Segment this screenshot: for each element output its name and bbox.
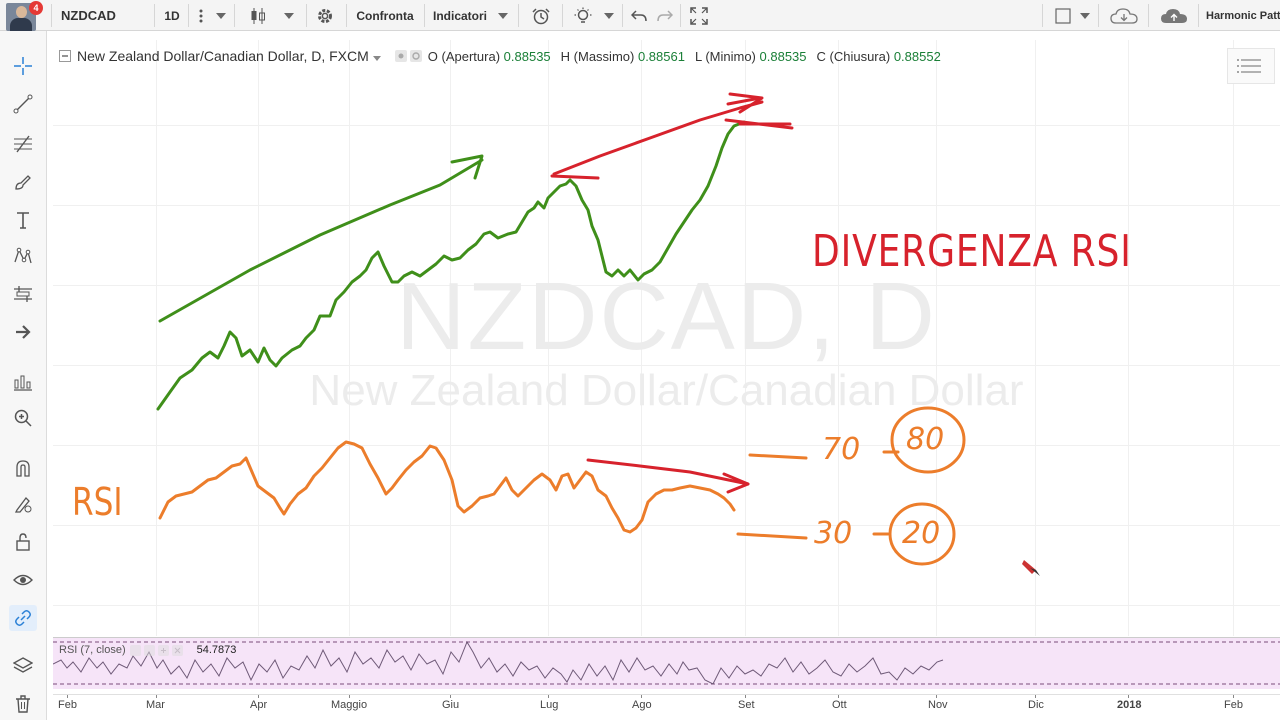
brand-label: Harmonic Patt (1206, 9, 1280, 22)
time-axis[interactable]: Feb Mar Apr Maggio Giu Lug Ago Set Ott N… (53, 694, 1280, 720)
more-icon[interactable] (192, 4, 210, 27)
trash-icon[interactable] (9, 691, 37, 717)
rsi-close-icon (171, 644, 183, 656)
settings-gear-icon[interactable] (312, 4, 338, 27)
indicators-button[interactable]: Indicatori (432, 8, 487, 23)
pattern-icon[interactable] (9, 243, 37, 269)
eye-icon[interactable] (9, 567, 37, 593)
rsi-indicator-pane[interactable]: RSI (7, close) 54.7873 (53, 637, 1280, 689)
left-drawing-toolbar (0, 31, 47, 720)
time-label: Giu (442, 699, 460, 711)
layers-icon[interactable] (9, 653, 37, 679)
undo-icon[interactable] (626, 4, 652, 27)
zoom-icon[interactable] (9, 405, 37, 431)
time-label: Feb (1224, 699, 1243, 711)
link-icon[interactable] (9, 605, 37, 631)
time-label: Lug (540, 699, 559, 711)
indicators-chevron-down-icon[interactable] (494, 4, 512, 27)
compare-button[interactable]: Confronta (356, 8, 414, 23)
replay-lightbulb-icon[interactable] (570, 4, 596, 27)
series-title[interactable]: New Zealand Dollar/Canadian Dollar, D, F… (77, 48, 369, 64)
rsi-line (53, 640, 944, 685)
fullscreen-icon[interactable] (686, 4, 712, 27)
arrow-icon[interactable] (9, 319, 37, 345)
fib-icon[interactable] (9, 131, 37, 157)
cloud-download-icon[interactable] (1106, 4, 1142, 27)
time-label: Nov (928, 699, 948, 711)
chart-type-chevron-down-icon[interactable] (280, 4, 298, 27)
time-label: Maggio (331, 699, 368, 711)
magnet-icon[interactable] (9, 455, 37, 481)
replay-chevron-down-icon[interactable] (600, 4, 618, 27)
visibility-icon (394, 50, 407, 62)
legend-action-icons[interactable] (394, 50, 422, 62)
ohlc-low: L (Minimo) 0.88535 (694, 48, 807, 64)
level-30-label: 30 (814, 516, 853, 551)
interval-chevron-down-icon[interactable] (212, 4, 230, 27)
candles-icon[interactable] (244, 4, 272, 27)
object-tree-menu-icon[interactable] (1227, 48, 1275, 84)
text-icon[interactable] (9, 207, 37, 233)
time-label: Feb (58, 699, 77, 711)
time-label: Apr (250, 699, 268, 711)
layout-chevron-down-icon[interactable] (1076, 4, 1094, 27)
measure-icon[interactable] (9, 281, 37, 307)
ohlc-high: H (Massimo) 0.88561 (560, 48, 685, 64)
rsi-hide-icon (129, 644, 141, 656)
watermark-name: New Zealand Dollar/Canadian Dollar (309, 366, 1024, 415)
forecast-icon[interactable] (9, 369, 37, 395)
crosshair-icon[interactable] (9, 53, 37, 79)
main-chart-pane[interactable]: NZDCAD, D New Zealand Dollar/Canadian Do… (53, 40, 1280, 636)
collapse-legend-icon[interactable] (59, 49, 71, 65)
symbol-search[interactable]: NZDCAD (61, 8, 116, 23)
rsi-plot (53, 640, 1280, 685)
time-label: Ago (632, 699, 652, 711)
cloud-upload-icon[interactable] (1156, 4, 1192, 27)
alert-clock-icon[interactable] (528, 4, 554, 27)
rsi-handwritten-label: RSI (72, 480, 123, 524)
notification-badge[interactable]: 4 (29, 1, 43, 15)
trendline-icon[interactable] (9, 91, 37, 117)
divergence-label: DIVERGENZA RSI (812, 226, 1132, 277)
time-label: Ott (832, 699, 847, 711)
ohlc-open: O (Apertura) 0.88535 (427, 48, 551, 64)
watermark-symbol: NZDCAD, D (396, 263, 937, 370)
rsi-settings-icon (143, 644, 155, 656)
time-label: 2018 (1117, 699, 1142, 711)
rsi-legend: RSI (7, close) 54.7873 (59, 644, 236, 656)
ohlc-close: C (Chiusura) 0.88552 (816, 48, 941, 64)
level-80-label: 80 (906, 422, 945, 457)
brush-icon[interactable] (9, 169, 37, 195)
series-legend: New Zealand Dollar/Canadian Dollar, D, F… (59, 47, 941, 65)
interval-button[interactable]: 1D (164, 8, 180, 23)
time-label: Mar (146, 699, 165, 711)
rsi-value: 54.7873 (196, 644, 237, 656)
lock-icon[interactable] (9, 529, 37, 555)
time-label: Set (738, 699, 755, 711)
top-toolbar: 4 NZDCAD 1D Confronta Indicatori (0, 0, 1280, 31)
stay-drawing-icon[interactable] (9, 491, 37, 517)
rsi-add-icon (157, 644, 169, 656)
level-20-label: 20 (902, 516, 941, 551)
layout-square-icon[interactable] (1052, 4, 1074, 27)
time-label: Dic (1028, 699, 1044, 711)
redo-icon[interactable] (652, 4, 678, 27)
settings-icon (409, 50, 422, 62)
rsi-label[interactable]: RSI (7, close) (59, 644, 126, 656)
title-chevron-down-icon[interactable] (372, 48, 381, 64)
level-70-label: 70 (822, 432, 861, 467)
rsi-action-icons[interactable] (129, 644, 183, 656)
